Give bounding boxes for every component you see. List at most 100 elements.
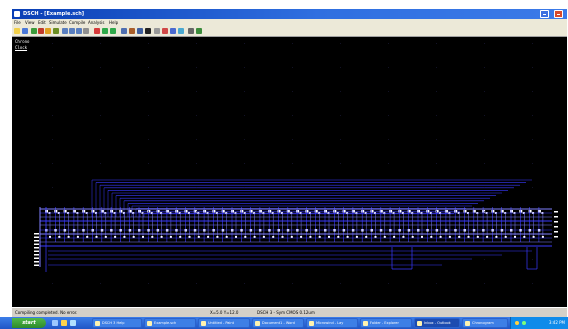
new-file-icon[interactable] — [14, 28, 20, 34]
node — [292, 259, 293, 260]
node — [52, 115, 53, 116]
pan-icon[interactable] — [83, 28, 89, 34]
quick-launch-desktop-icon[interactable] — [70, 320, 76, 326]
node — [486, 236, 489, 238]
run-icon[interactable] — [110, 28, 116, 34]
node — [436, 235, 437, 236]
zoom-out-icon[interactable] — [69, 28, 75, 34]
node — [196, 115, 197, 116]
node — [100, 210, 104, 213]
task-item-8[interactable]: Chronogram — [462, 318, 508, 328]
menu-file[interactable]: File — [14, 20, 21, 25]
symbol-icon[interactable] — [178, 28, 184, 34]
node — [82, 210, 86, 213]
node — [52, 235, 53, 236]
minimize-button[interactable] — [540, 10, 549, 18]
chip-icon[interactable] — [137, 28, 143, 34]
quick-launch-browser-icon[interactable] — [52, 320, 58, 326]
node — [244, 163, 245, 164]
node — [54, 210, 58, 213]
menu-simulate[interactable]: Simulate — [49, 20, 67, 25]
node — [340, 67, 341, 68]
node — [388, 163, 389, 164]
task-item-4[interactable]: Document1 - Word — [252, 318, 304, 328]
text-icon[interactable] — [154, 28, 160, 34]
node — [355, 236, 358, 238]
save-icon[interactable] — [22, 28, 28, 34]
node — [148, 235, 149, 236]
node — [148, 139, 149, 140]
node — [196, 259, 197, 260]
node — [175, 210, 179, 213]
zoom-in-icon[interactable] — [62, 28, 68, 34]
node — [340, 91, 341, 92]
menu-help[interactable]: Help — [109, 20, 119, 25]
task-item-5[interactable]: Microwind - Lay — [306, 318, 358, 328]
delete-icon[interactable] — [94, 28, 100, 34]
node — [231, 210, 234, 213]
node — [244, 259, 245, 260]
node — [156, 210, 160, 213]
tray-network-icon[interactable] — [515, 321, 519, 325]
title-bar[interactable]: DSCH - [Example.sch] — [12, 9, 567, 19]
close-button[interactable] — [554, 10, 563, 18]
node — [454, 210, 458, 213]
gate-icon[interactable] — [145, 28, 151, 34]
node — [532, 211, 533, 212]
task-item-2[interactable]: Example.sch — [144, 318, 196, 328]
node — [532, 67, 533, 68]
node — [436, 163, 437, 164]
node — [554, 221, 558, 223]
zoom-fit-icon[interactable] — [76, 28, 82, 34]
timing-icon[interactable] — [121, 28, 127, 34]
node — [34, 243, 39, 245]
quick-launch-folder-icon[interactable] — [61, 320, 67, 326]
node — [458, 236, 461, 238]
connect-icon[interactable] — [45, 28, 51, 34]
node — [305, 210, 309, 213]
node — [34, 257, 39, 259]
node — [196, 43, 197, 44]
schematic-canvas[interactable]: Chrono Clock — [12, 37, 567, 307]
node — [203, 210, 207, 213]
node — [340, 139, 341, 140]
simulate-icon[interactable] — [102, 28, 108, 34]
node — [436, 283, 437, 284]
node — [495, 236, 498, 238]
node — [196, 91, 197, 92]
node — [514, 236, 516, 238]
bus-icon[interactable] — [170, 28, 176, 34]
line-icon[interactable] — [38, 28, 44, 34]
task-item-1[interactable]: DSCH 3 Help — [92, 318, 142, 328]
probe-icon[interactable] — [162, 28, 168, 34]
node — [281, 236, 284, 238]
node — [292, 43, 293, 44]
start-button[interactable]: start — [12, 318, 46, 328]
node — [436, 67, 437, 68]
node — [436, 187, 437, 188]
arrow-icon[interactable] — [188, 28, 194, 34]
node — [148, 67, 149, 68]
step-icon[interactable] — [196, 28, 202, 34]
tray-volume-icon[interactable] — [522, 321, 526, 325]
node — [554, 211, 558, 213]
move-icon[interactable] — [53, 28, 59, 34]
menu-analysis[interactable]: Analysis — [88, 20, 105, 25]
menu-view[interactable]: View — [25, 20, 35, 25]
node — [532, 187, 533, 188]
node — [142, 236, 144, 238]
task-item-7[interactable]: Inbox - Outlook — [414, 318, 460, 328]
node — [244, 115, 245, 116]
node — [196, 235, 197, 236]
select-icon[interactable] — [31, 28, 37, 34]
task-label: Chronogram — [472, 321, 494, 325]
system-tray: 3:42 PM — [510, 317, 568, 329]
node — [340, 43, 341, 44]
node — [436, 115, 437, 116]
task-item-6[interactable]: Folder - Explorer — [360, 318, 412, 328]
menu-compile[interactable]: Compile — [69, 20, 86, 25]
task-window-icon — [363, 321, 368, 326]
task-item-3[interactable]: Untitled - Paint — [198, 318, 250, 328]
layout-icon[interactable] — [129, 28, 135, 34]
menu-edit[interactable]: Edit — [38, 20, 46, 25]
